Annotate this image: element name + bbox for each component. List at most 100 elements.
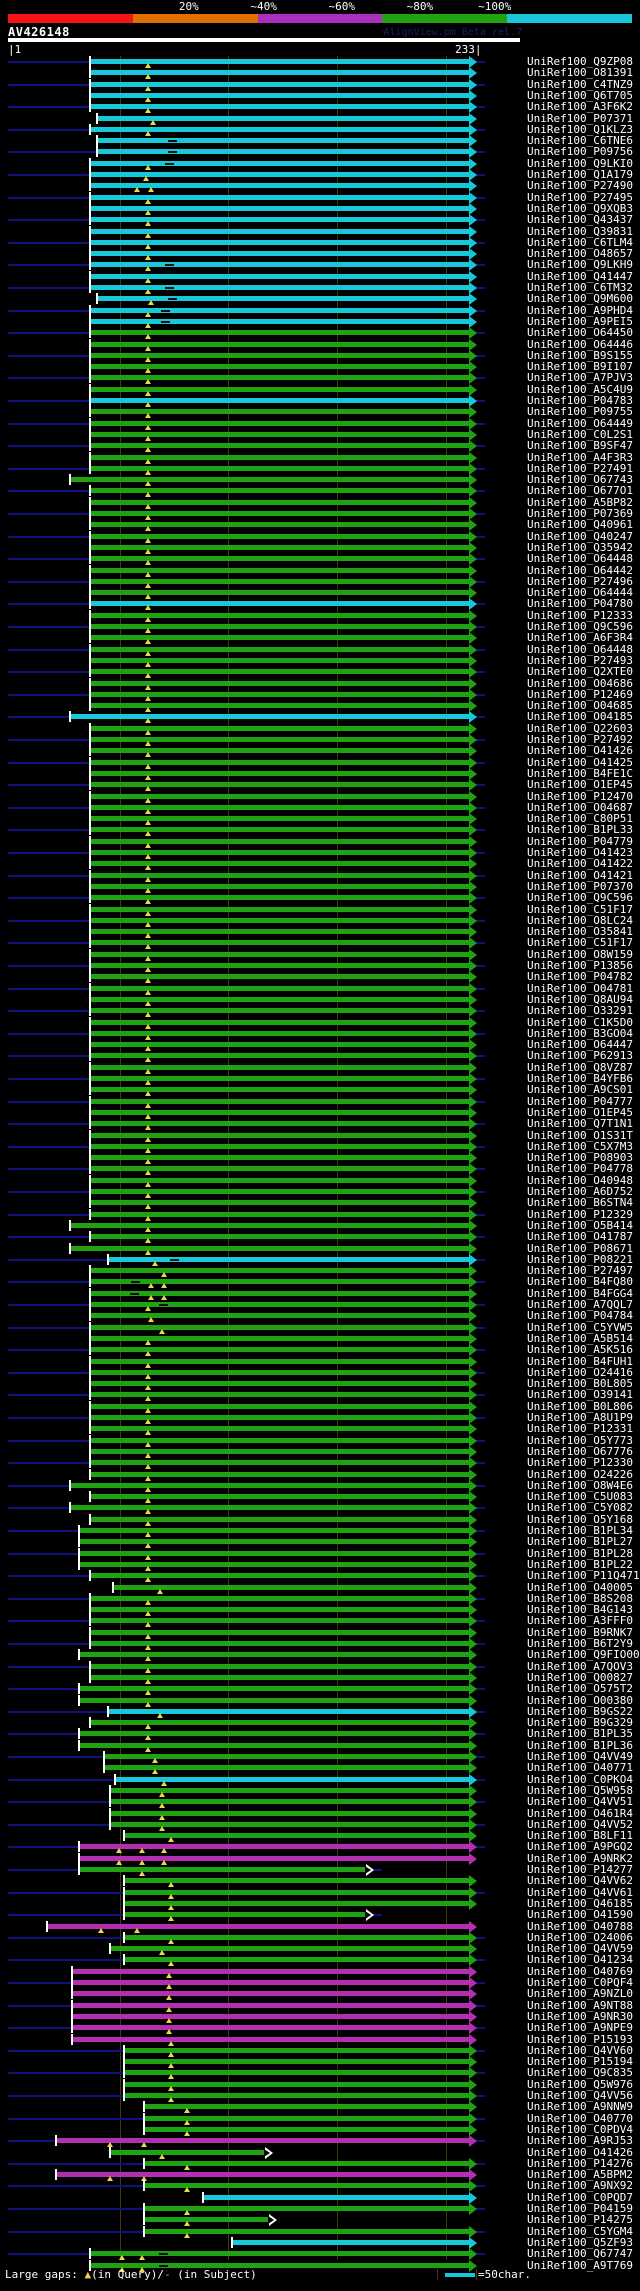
- hit-accession-label[interactable]: UniRef100_Q8AU94: [527, 992, 633, 1006]
- hit-accession-label[interactable]: UniRef100_C1K5D0: [527, 1015, 633, 1029]
- hit-accession-label[interactable]: UniRef100_O64449: [527, 416, 633, 430]
- hit-bar[interactable]: [91, 1629, 469, 1635]
- hit-accession-label[interactable]: UniRef100_O00380: [527, 1693, 633, 1707]
- hit-bar[interactable]: [91, 1064, 469, 1070]
- hit-bar[interactable]: [125, 1957, 469, 1963]
- hit-accession-label[interactable]: UniRef100_P04779: [527, 834, 633, 848]
- table-row[interactable]: UniRef100_Q40247: [0, 530, 640, 543]
- hit-bar[interactable]: [91, 330, 469, 336]
- hit-bar[interactable]: [98, 115, 469, 121]
- table-row[interactable]: UniRef100_O00380: [0, 1693, 640, 1707]
- table-row[interactable]: UniRef100_Q43437: [0, 213, 640, 227]
- table-row[interactable]: UniRef100_A9PGQ2: [0, 1840, 640, 1854]
- table-row[interactable]: UniRef100_Q9LKI0: [0, 156, 640, 170]
- hit-bar[interactable]: [91, 488, 469, 494]
- table-row[interactable]: UniRef100_A5BP82: [0, 496, 640, 509]
- hit-bar[interactable]: [91, 691, 469, 697]
- hit-bar[interactable]: [91, 725, 469, 731]
- hit-bar[interactable]: [91, 1302, 469, 1307]
- table-row[interactable]: UniRef100_A6F3R4: [0, 631, 640, 645]
- hit-bar[interactable]: [91, 838, 469, 844]
- hit-bar[interactable]: [145, 2126, 469, 2132]
- table-row[interactable]: UniRef100_O41421: [0, 869, 640, 882]
- hit-bar[interactable]: [91, 940, 469, 946]
- table-row[interactable]: UniRef100_P04159: [0, 2202, 640, 2215]
- hit-accession-label[interactable]: UniRef100_Q5W958: [527, 1783, 633, 1797]
- hit-accession-label[interactable]: UniRef100_O64448: [527, 642, 633, 656]
- hit-bar[interactable]: [91, 1008, 469, 1014]
- hit-bar[interactable]: [91, 533, 469, 539]
- hit-bar[interactable]: [91, 680, 469, 686]
- hit-accession-label[interactable]: UniRef100_O461R4: [527, 1806, 633, 1820]
- hit-accession-label[interactable]: UniRef100_Q4VV56: [527, 2089, 633, 2102]
- table-row[interactable]: UniRef100_C6TM32: [0, 281, 640, 294]
- hit-bar[interactable]: [104, 1765, 469, 1771]
- hit-accession-label[interactable]: UniRef100_O1S31T: [527, 1128, 633, 1142]
- hit-accession-label[interactable]: UniRef100_Q9ZP08: [527, 55, 633, 68]
- table-row[interactable]: UniRef100_O35841: [0, 925, 640, 939]
- table-row[interactable]: UniRef100_C5X7M3: [0, 1140, 640, 1153]
- hit-bar[interactable]: [91, 737, 469, 742]
- hit-accession-label[interactable]: UniRef100_O5Y168: [527, 1512, 633, 1526]
- table-row[interactable]: UniRef100_A5C4U9: [0, 383, 640, 396]
- hit-bar[interactable]: [125, 1833, 469, 1839]
- hit-accession-label[interactable]: UniRef100_P27496: [527, 574, 633, 588]
- hit-bar[interactable]: [91, 160, 469, 166]
- table-row[interactable]: UniRef100_P12330: [0, 1456, 640, 1470]
- table-row[interactable]: UniRef100_Q9C835: [0, 2066, 640, 2080]
- hit-bar[interactable]: [71, 1482, 469, 1488]
- table-row[interactable]: UniRef100_Q5W976: [0, 2078, 640, 2091]
- hit-accession-label[interactable]: UniRef100_C5Y082: [527, 1501, 633, 1515]
- hit-bar[interactable]: [203, 2194, 469, 2200]
- hit-bar[interactable]: [91, 2262, 469, 2268]
- table-row[interactable]: UniRef100_O1EP45: [0, 1106, 640, 1119]
- hit-accession-label[interactable]: UniRef100_O41234: [527, 1953, 633, 1967]
- hit-bar[interactable]: [91, 1076, 469, 1081]
- table-row[interactable]: UniRef100_P04779: [0, 834, 640, 848]
- hit-accession-label[interactable]: UniRef100_O41422: [527, 857, 633, 871]
- hit-accession-label[interactable]: UniRef100_Q9LKI0: [527, 156, 633, 170]
- hit-accession-label[interactable]: UniRef100_B9S155: [527, 348, 633, 362]
- hit-accession-label[interactable]: UniRef100_P07370: [527, 879, 633, 893]
- hit-accession-label[interactable]: UniRef100_O64447: [527, 1038, 633, 1052]
- table-row[interactable]: UniRef100_A4F3R3: [0, 451, 640, 464]
- table-row[interactable]: UniRef100_O1EP45: [0, 778, 640, 792]
- table-row[interactable]: UniRef100_O24226: [0, 1468, 640, 1481]
- hit-accession-label[interactable]: UniRef100_O64450: [527, 326, 633, 340]
- hit-bar[interactable]: [91, 1471, 469, 1477]
- hit-bar[interactable]: [91, 217, 469, 223]
- table-row[interactable]: UniRef100_O40769: [0, 1965, 640, 1978]
- table-row[interactable]: UniRef100_B1PL33: [0, 823, 640, 837]
- table-row[interactable]: UniRef100_P15194: [0, 2055, 640, 2069]
- hit-accession-label[interactable]: UniRef100_O39141: [527, 1388, 633, 1402]
- hit-accession-label[interactable]: UniRef100_Q9C596: [527, 891, 633, 905]
- hit-accession-label[interactable]: UniRef100_P27492: [527, 733, 633, 746]
- hit-accession-label[interactable]: UniRef100_B9SF47: [527, 439, 633, 453]
- table-row[interactable]: UniRef100_B9SF47: [0, 439, 640, 453]
- hit-bar[interactable]: [91, 1166, 469, 1172]
- hit-accession-label[interactable]: UniRef100_B1PL36: [527, 1738, 633, 1752]
- table-row[interactable]: UniRef100_Q4VV60: [0, 2044, 640, 2057]
- hit-accession-label[interactable]: UniRef100_A7QOV3: [527, 1659, 633, 1673]
- hit-accession-label[interactable]: UniRef100_P12333: [527, 608, 633, 622]
- table-row[interactable]: UniRef100_O41787: [0, 1230, 640, 1244]
- hit-bar[interactable]: [91, 1516, 469, 1522]
- table-row[interactable]: UniRef100_P08221: [0, 1253, 640, 1266]
- table-row[interactable]: UniRef100_B9S155: [0, 348, 640, 362]
- hit-accession-label[interactable]: UniRef100_Q67747: [527, 2247, 633, 2261]
- table-row[interactable]: UniRef100_P04780: [0, 597, 640, 611]
- hit-accession-label[interactable]: UniRef100_O24006: [527, 1930, 633, 1944]
- hit-bar[interactable]: [91, 183, 469, 189]
- hit-bar[interactable]: [91, 590, 469, 596]
- hit-accession-label[interactable]: UniRef100_O40005: [527, 1580, 633, 1594]
- table-row[interactable]: UniRef100_P14276: [0, 2157, 640, 2170]
- hit-accession-label[interactable]: UniRef100_A9T769: [527, 2258, 633, 2272]
- hit-bar[interactable]: [91, 1279, 469, 1285]
- hit-bar[interactable]: [91, 1019, 469, 1025]
- hit-bar[interactable]: [91, 92, 469, 98]
- table-row[interactable]: UniRef100_O41423: [0, 846, 640, 859]
- table-row[interactable]: UniRef100_A9NRK2: [0, 1852, 640, 1865]
- hit-accession-label[interactable]: UniRef100_O41426: [527, 2145, 633, 2159]
- hit-accession-label[interactable]: UniRef100_O64442: [527, 563, 633, 577]
- table-row[interactable]: UniRef100_P04784: [0, 1309, 640, 1323]
